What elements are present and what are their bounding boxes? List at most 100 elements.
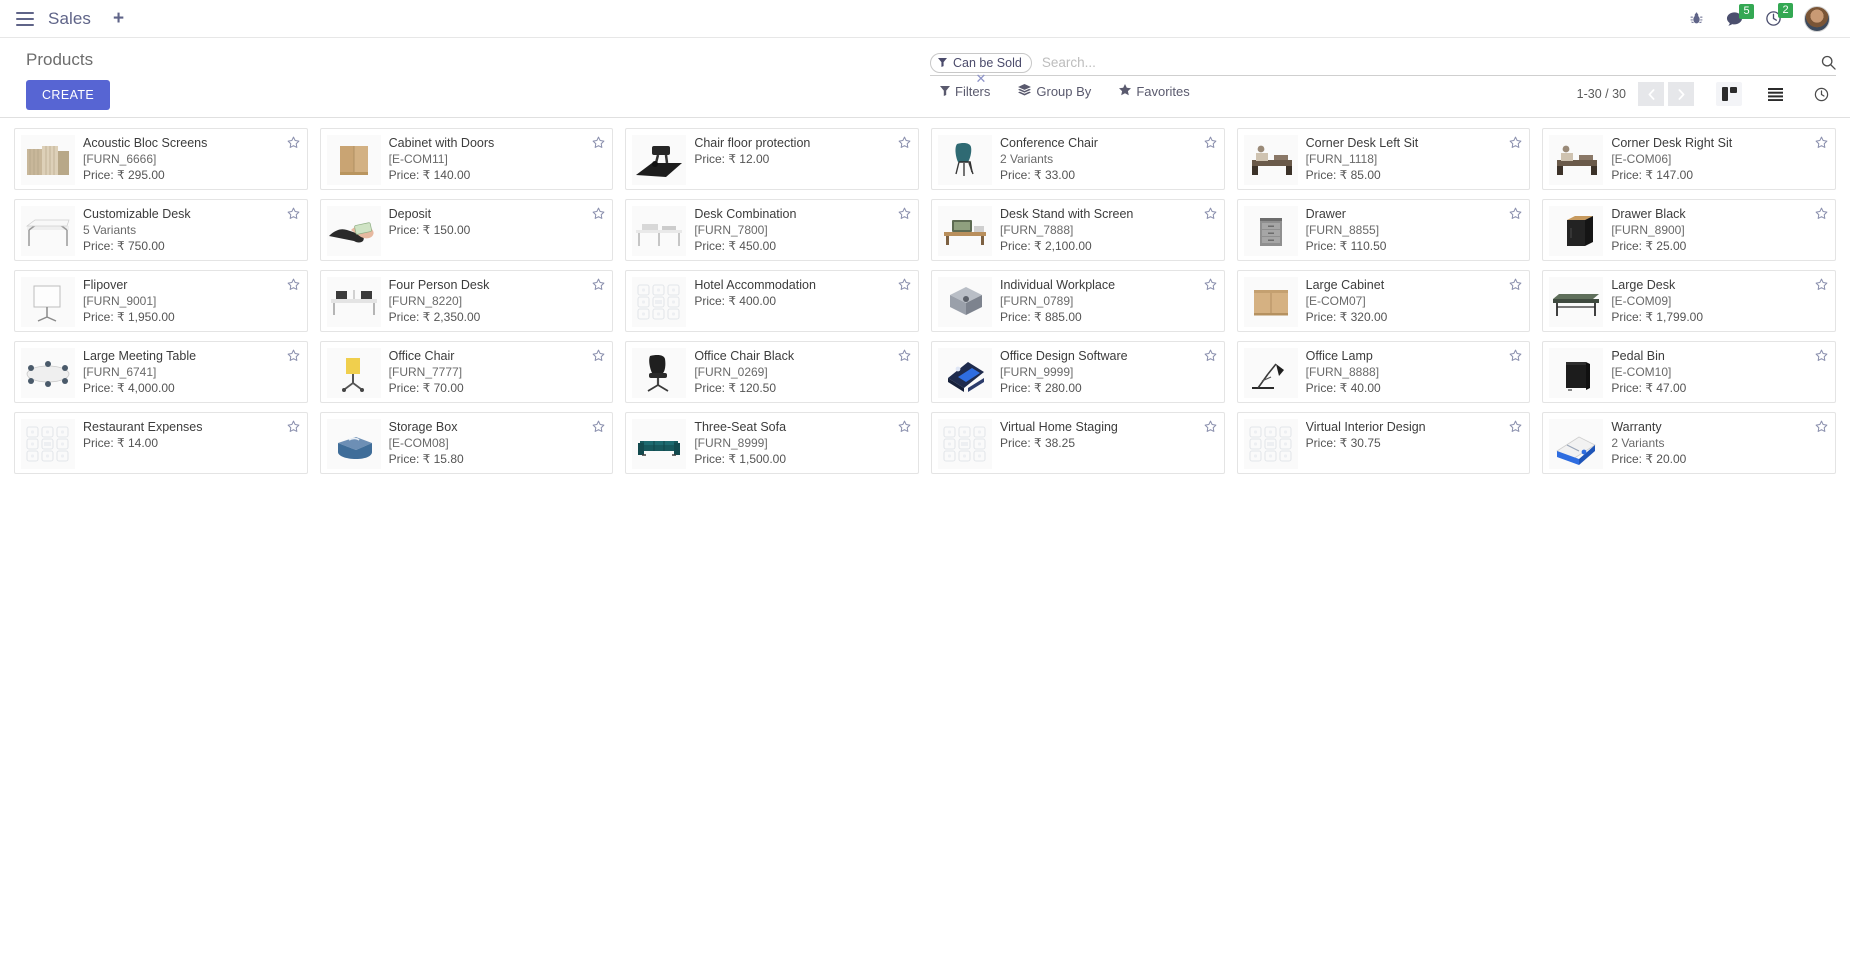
product-card[interactable]: Restaurant Expenses Price: ₹ 14.00 — [14, 412, 308, 474]
product-reference: [E-COM10] — [1611, 365, 1672, 379]
favorite-star-icon[interactable] — [287, 349, 300, 366]
bug-icon[interactable] — [1689, 11, 1704, 26]
favorite-star-icon[interactable] — [1204, 207, 1217, 224]
group-by-dropdown[interactable]: Group By — [1018, 84, 1091, 99]
favorite-star-icon[interactable] — [1509, 207, 1522, 224]
product-card[interactable]: Conference Chair 2 Variants Price: ₹ 33.00 — [930, 128, 1225, 190]
product-card[interactable]: Flipover [FURN_9001] Price: ₹ 1,950.00 — [14, 270, 308, 332]
favorite-star-icon[interactable] — [592, 420, 605, 437]
favorite-star-icon[interactable] — [287, 420, 300, 437]
favorite-star-icon[interactable] — [1509, 349, 1522, 366]
product-card[interactable]: Virtual Home Staging Price: ₹ 38.25 — [930, 412, 1225, 474]
favorite-star-icon[interactable] — [1815, 136, 1828, 153]
product-card-body: Office Design Software [FURN_9999] Price: … — [1000, 348, 1216, 396]
product-image — [632, 277, 687, 327]
favorite-star-icon[interactable] — [1815, 349, 1828, 366]
product-price: Price: ₹ 1,500.00 — [694, 452, 787, 466]
clock-icon[interactable]: 2 — [1765, 3, 1793, 27]
product-card[interactable]: Office Chair [FURN_7777] Price: ₹ 70.00 — [319, 341, 614, 403]
favorite-star-icon[interactable] — [898, 420, 911, 437]
view-list-button[interactable] — [1762, 82, 1788, 106]
favorite-star-icon[interactable] — [1204, 278, 1217, 295]
product-card[interactable]: Acoustic Bloc Screens [FURN_6666] Price: ₹… — [14, 128, 308, 190]
product-card[interactable]: Storage Box [E-COM08] Price: ₹ 15.80 — [319, 412, 614, 474]
favorite-star-icon[interactable] — [287, 136, 300, 153]
search-input[interactable] — [1041, 55, 1813, 70]
product-name: Virtual Interior Design — [1305, 420, 1426, 434]
favorite-star-icon[interactable] — [1204, 349, 1217, 366]
messages-icon[interactable]: 5 — [1726, 3, 1754, 27]
favorite-star-icon[interactable] — [1204, 136, 1217, 153]
product-price: Price: ₹ 12.00 — [694, 152, 770, 166]
product-card[interactable]: Virtual Interior Design Price: ₹ 30.75 — [1236, 412, 1531, 474]
product-name: Desk Combination — [694, 207, 797, 221]
product-reference: [FURN_7777] — [388, 365, 463, 379]
filters-dropdown[interactable]: Filters — [940, 84, 990, 99]
favorite-star-icon[interactable] — [1509, 136, 1522, 153]
view-activity-button[interactable] — [1808, 82, 1834, 106]
product-card[interactable]: Large Meeting Table [FURN_6741] Price: ₹ 4… — [14, 341, 308, 403]
product-card[interactable]: Desk Combination [FURN_7800] Price: ₹ 450.… — [625, 199, 919, 261]
favorite-star-icon[interactable] — [592, 349, 605, 366]
favorite-star-icon[interactable] — [898, 349, 911, 366]
product-card[interactable]: Large Cabinet [E-COM07] Price: ₹ 320.00 — [1236, 270, 1531, 332]
favorite-star-icon[interactable] — [592, 207, 605, 224]
favorite-star-icon[interactable] — [592, 136, 605, 153]
close-icon[interactable]: ✕ — [975, 70, 987, 86]
product-card[interactable]: Drawer [FURN_8855] Price: ₹ 110.50 — [1236, 199, 1531, 261]
product-reference: [E-COM11] — [388, 152, 448, 166]
favorites-dropdown[interactable]: Favorites — [1119, 84, 1190, 99]
product-card[interactable]: Corner Desk Right Sit [E-COM06] Price: ₹ 1… — [1542, 128, 1836, 190]
product-price: Price: ₹ 150.00 — [388, 223, 471, 237]
group-by-label: Group By — [1036, 84, 1092, 99]
product-card-body: Cabinet with Doors [E-COM11] Price: ₹ 140.… — [389, 135, 605, 183]
favorite-star-icon[interactable] — [1509, 278, 1522, 295]
product-card[interactable]: Three-Seat Sofa [FURN_8999] Price: ₹ 1,500… — [625, 412, 919, 474]
product-card[interactable]: Four Person Desk [FURN_8220] Price: ₹ 2,35… — [319, 270, 614, 332]
view-kanban-button[interactable] — [1716, 82, 1742, 106]
product-image — [1549, 277, 1604, 327]
product-card-body: Deposit Price: ₹ 150.00 — [389, 206, 605, 238]
product-reference: [E-COM07] — [1305, 294, 1366, 308]
app-brand-sales[interactable]: Sales — [48, 8, 92, 28]
product-name: Three-Seat Sofa — [694, 420, 787, 434]
search-icon[interactable] — [1821, 55, 1836, 70]
product-card[interactable]: Cabinet with Doors [E-COM11] Price: ₹ 140.… — [319, 128, 614, 190]
product-card[interactable]: Pedal Bin [E-COM10] Price: ₹ 47.00 — [1542, 341, 1836, 403]
product-card[interactable]: Individual Workplace [FURN_0789] Price: ₹ … — [930, 270, 1225, 332]
product-card-body: Acoustic Bloc Screens [FURN_6666] Price: ₹… — [83, 135, 299, 183]
hamburger-icon[interactable] — [14, 11, 36, 27]
favorite-star-icon[interactable] — [287, 207, 300, 224]
product-card[interactable]: Warranty 2 Variants Price: ₹ 20.00 — [1542, 412, 1836, 474]
product-card[interactable]: Desk Stand with Screen [FURN_7888] Price: … — [930, 199, 1225, 261]
favorite-star-icon[interactable] — [898, 136, 911, 153]
product-card[interactable]: Office Lamp [FURN_8888] Price: ₹ 40.00 — [1236, 341, 1531, 403]
product-card-body: Conference Chair 2 Variants Price: ₹ 33.00 — [1000, 135, 1216, 183]
favorite-star-icon[interactable] — [898, 278, 911, 295]
pager-next-button[interactable] — [1668, 82, 1694, 106]
product-card[interactable]: Deposit Price: ₹ 150.00 — [319, 199, 614, 261]
product-card[interactable]: Office Design Software [FURN_9999] Price: … — [930, 341, 1225, 403]
user-avatar[interactable] — [1804, 5, 1830, 32]
favorite-star-icon[interactable] — [1204, 420, 1217, 437]
control-panel-right: 1-30 / 30 — [1577, 82, 1834, 106]
favorite-star-icon[interactable] — [287, 278, 300, 295]
product-card[interactable]: Drawer Black [FURN_8900] Price: ₹ 25.00 — [1542, 199, 1836, 261]
product-card[interactable]: Office Chair Black [FURN_0269] Price: ₹ 12… — [625, 341, 919, 403]
favorite-star-icon[interactable] — [1815, 207, 1828, 224]
plus-icon[interactable]: + — [113, 8, 125, 29]
product-card[interactable]: Chair floor protection Price: ₹ 12.00 — [625, 128, 919, 190]
favorite-star-icon[interactable] — [898, 207, 911, 224]
product-card-body: Desk Stand with Screen [FURN_7888] Price: … — [1000, 206, 1216, 254]
favorite-star-icon[interactable] — [1815, 420, 1828, 437]
favorite-star-icon[interactable] — [592, 278, 605, 295]
favorite-star-icon[interactable] — [1509, 420, 1522, 437]
create-button[interactable]: CREATE — [26, 80, 111, 110]
product-card[interactable]: Large Desk [E-COM09] Price: ₹ 1,799.00 — [1542, 270, 1836, 332]
product-card[interactable]: Hotel Accommodation Price: ₹ 400.00 — [625, 270, 919, 332]
product-card[interactable]: Customizable Desk 5 Variants Price: ₹ 750.… — [14, 199, 308, 261]
pager-previous-button[interactable] — [1638, 82, 1664, 106]
product-card[interactable]: Corner Desk Left Sit [FURN_1118] Price: ₹ … — [1236, 128, 1531, 190]
search-facet-can-be-sold[interactable]: Can be Sold ✕ — [930, 52, 1032, 85]
favorite-star-icon[interactable] — [1815, 278, 1828, 295]
